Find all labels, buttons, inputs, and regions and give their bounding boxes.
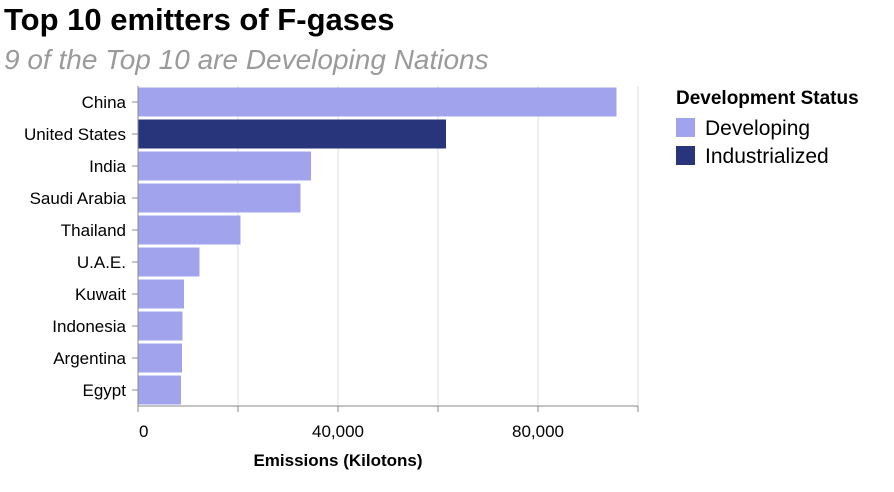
legend-swatch	[676, 118, 695, 137]
y-tick-label: Egypt	[83, 381, 127, 400]
y-tick-label: Indonesia	[52, 317, 126, 336]
legend-title: Development Status	[676, 88, 859, 109]
bar	[138, 343, 182, 373]
x-tick-label: 40,000	[312, 422, 364, 441]
x-axis-title: Emissions (Kilotons)	[253, 451, 422, 470]
y-tick-label: India	[89, 157, 126, 176]
y-tick-label: China	[82, 93, 127, 112]
y-tick-label: Thailand	[61, 221, 126, 240]
bar	[138, 183, 301, 213]
y-tick-label: Argentina	[53, 349, 126, 368]
legend-label: Developing	[705, 117, 810, 140]
chart-title: Top 10 emitters of F-gases	[4, 2, 395, 37]
legend-label: Industrialized	[705, 145, 829, 168]
bar	[138, 215, 241, 245]
x-tick-label: 0	[139, 422, 148, 441]
y-tick-label: United States	[24, 125, 126, 144]
bar	[138, 119, 446, 149]
bar	[138, 311, 183, 341]
bar	[138, 279, 184, 309]
bar	[138, 247, 200, 277]
x-tick-label: 80,000	[512, 422, 564, 441]
y-tick-label: U.A.E.	[77, 253, 126, 272]
y-tick-label: Kuwait	[75, 285, 126, 304]
bar	[138, 151, 311, 181]
y-tick-label: Saudi Arabia	[30, 189, 127, 208]
legend-swatch	[676, 146, 695, 165]
bar	[138, 87, 617, 117]
chart-subtitle: 9 of the Top 10 are Developing Nations	[4, 44, 489, 75]
bar	[138, 375, 181, 405]
